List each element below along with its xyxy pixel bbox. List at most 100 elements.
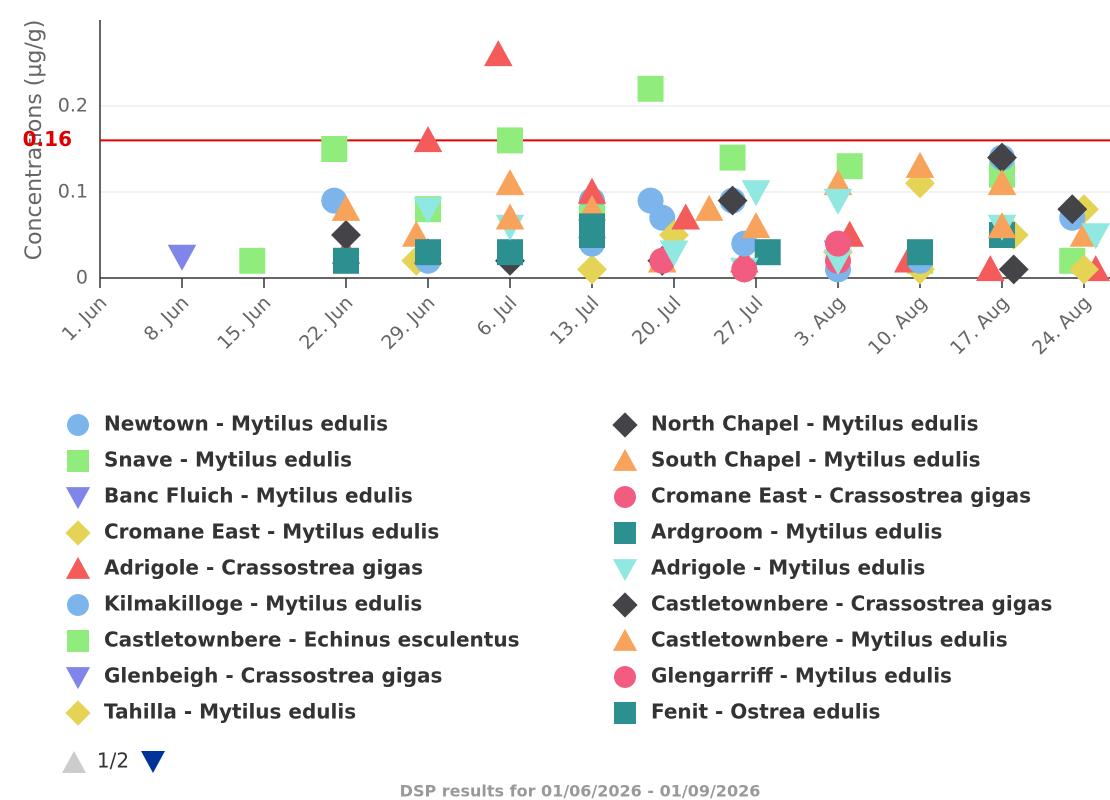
data-point: [577, 177, 607, 204]
data-point: [823, 188, 853, 215]
data-point: [413, 126, 443, 153]
data-point: [975, 255, 1005, 282]
legend-page-up[interactable]: [62, 751, 86, 773]
legend-symbol[interactable]: [67, 594, 89, 616]
legend-symbol[interactable]: [612, 559, 638, 582]
data-point: [823, 249, 853, 276]
legend-label[interactable]: Tahilla - Mytilus edulis: [104, 700, 356, 724]
data-point: [905, 151, 935, 178]
legend-symbol[interactable]: [67, 450, 89, 472]
data-point: [825, 230, 851, 257]
data-point: [987, 169, 1017, 196]
y-axis-title: Concentrations (µg/g): [22, 20, 47, 261]
x-tick-label: 6. Jul: [473, 292, 522, 341]
data-point: [1057, 194, 1088, 225]
legend-label[interactable]: Snave - Mytilus edulis: [104, 448, 352, 472]
legend-label[interactable]: Castletownbere - Mytilus edulis: [651, 628, 1008, 652]
data-point: [495, 203, 525, 230]
data-point: [694, 194, 724, 221]
y-tick-label: 0: [76, 267, 88, 289]
data-point: [239, 247, 266, 274]
data-point: [987, 142, 1017, 173]
data-point: [649, 204, 676, 231]
x-tick-label: 17. Aug: [946, 292, 1013, 359]
legend-symbol[interactable]: [612, 448, 638, 471]
data-point: [497, 127, 523, 154]
legend-symbol[interactable]: [612, 412, 638, 438]
legend-symbol[interactable]: [65, 667, 91, 690]
legend-label[interactable]: Adrigole - Crassostrea gigas: [104, 556, 423, 580]
legend-symbol[interactable]: [65, 520, 91, 546]
data-point: [413, 197, 443, 224]
data-point: [321, 136, 348, 162]
legend-symbol[interactable]: [67, 630, 89, 652]
legend-label[interactable]: Banc Fluich - Mytilus edulis: [104, 484, 413, 508]
legend-label[interactable]: Kilmakilloge - Mytilus edulis: [104, 592, 422, 616]
data-point: [497, 239, 523, 266]
data-point: [331, 220, 361, 250]
data-point: [167, 244, 197, 271]
data-point: [823, 169, 853, 196]
legend-symbol[interactable]: [614, 522, 636, 544]
y-tick-label: 0.2: [58, 95, 88, 117]
data-point: [579, 213, 605, 240]
x-tick-label: 15. Jun: [213, 292, 275, 354]
legend-label[interactable]: Adrigole - Mytilus edulis: [651, 556, 925, 580]
threshold-label: 0.16: [23, 127, 72, 151]
legend-label[interactable]: Castletownbere - Crassostrea gigas: [651, 592, 1052, 616]
data-point: [483, 40, 513, 67]
x-tick-label: 24. Aug: [1028, 292, 1095, 359]
x-tick-label: 1. Jun: [58, 292, 112, 346]
data-point: [495, 169, 525, 196]
legend-symbol[interactable]: [612, 592, 638, 618]
data-point: [998, 254, 1029, 285]
x-tick-label: 22. Jun: [295, 292, 357, 354]
legend-label[interactable]: Cromane East - Mytilus edulis: [104, 520, 439, 544]
legend-symbol[interactable]: [67, 414, 89, 436]
legend-label[interactable]: Ardgroom - Mytilus edulis: [651, 520, 942, 544]
x-tick-label: 10. Aug: [864, 292, 931, 359]
legend-symbol[interactable]: [65, 556, 91, 579]
data-point: [415, 239, 441, 266]
data-point: [659, 240, 689, 267]
data-point: [907, 239, 933, 266]
x-tick-label: 13. Jul: [546, 292, 603, 349]
legend-symbol[interactable]: [614, 702, 636, 724]
y-tick-label: 0.1: [58, 181, 88, 203]
legend-label[interactable]: South Chapel - Mytilus edulis: [651, 448, 981, 472]
legend-symbol[interactable]: [65, 487, 91, 510]
x-tick-label: 3. Aug: [791, 292, 850, 351]
x-tick-label: 29. Jun: [377, 292, 439, 354]
legend-label[interactable]: Glenbeigh - Crassostrea gigas: [104, 664, 442, 688]
data-point: [1069, 254, 1099, 285]
legend-label[interactable]: Glengarriff - Mytilus edulis: [651, 664, 952, 688]
data-point: [741, 180, 771, 207]
data-point: [671, 203, 701, 230]
data-point: [731, 256, 758, 283]
legend-symbol[interactable]: [614, 666, 636, 688]
data-point: [1081, 223, 1110, 250]
legend-label[interactable]: North Chapel - Mytilus edulis: [651, 412, 979, 436]
legend-symbol[interactable]: [614, 486, 636, 508]
legend-label[interactable]: Newtown - Mytilus edulis: [104, 412, 388, 436]
data-point: [741, 212, 771, 239]
legend-label[interactable]: Castletownbere - Echinus esculentus: [104, 628, 520, 652]
legend-page-down[interactable]: [141, 751, 165, 773]
data-point: [331, 194, 361, 221]
legend-label[interactable]: Fenit - Ostrea edulis: [651, 700, 880, 724]
data-point: [754, 239, 781, 266]
x-tick-label: 20. Jul: [628, 292, 685, 349]
legend-label[interactable]: Cromane East - Crassostrea gigas: [651, 484, 1031, 508]
data-point: [987, 212, 1017, 239]
data-point: [637, 75, 664, 102]
x-tick-label: 27. Jul: [710, 292, 767, 349]
data-point: [719, 144, 746, 171]
legend-symbol[interactable]: [612, 628, 638, 651]
legend-symbol[interactable]: [65, 700, 91, 726]
legend-page: 1/2: [97, 749, 129, 773]
footer: DSP results for 01/06/2026 - 01/09/2026: [400, 782, 761, 800]
data-point: [577, 254, 607, 285]
x-tick-label: 8. Jun: [140, 292, 194, 346]
